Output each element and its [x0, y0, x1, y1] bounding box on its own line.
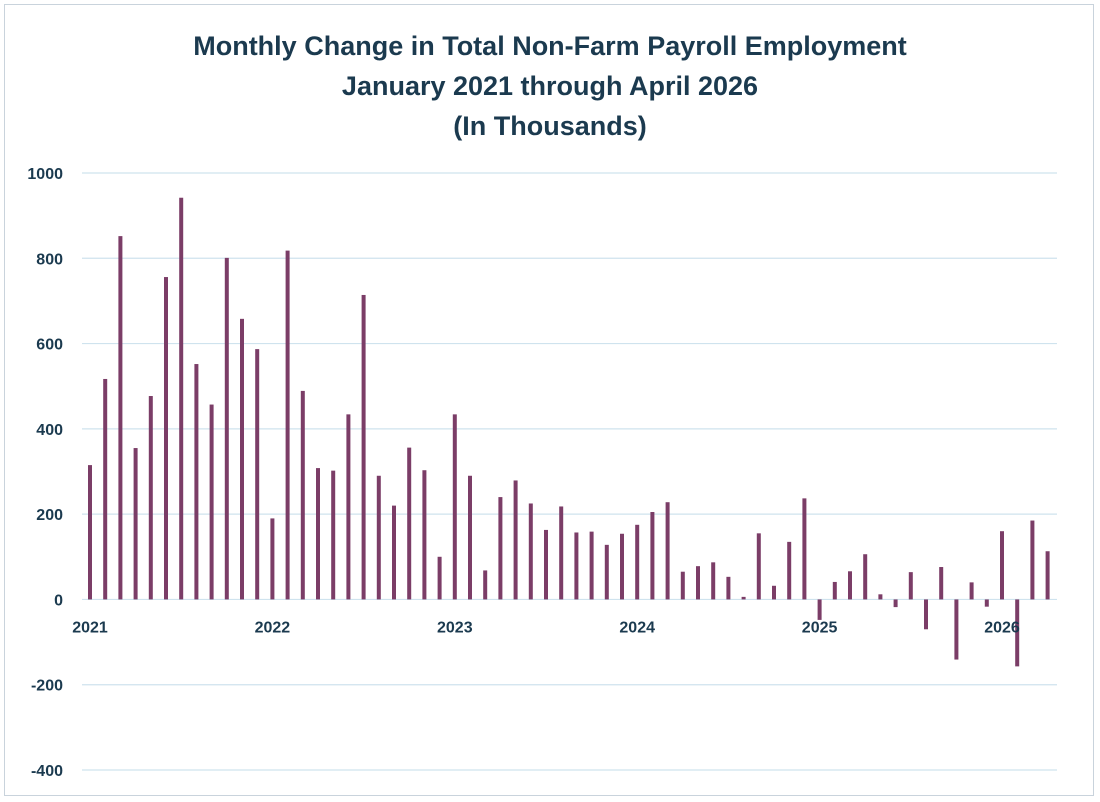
- y-axis-tick-labels: -400 -200 0 200 400 600 800 1000: [27, 166, 63, 780]
- x-tick-label: 2021: [72, 619, 108, 636]
- x-axis-tick-labels: 2021 2022 2023 2024 2025 2026: [72, 619, 1020, 636]
- bar: [209, 404, 214, 600]
- bar: [194, 364, 199, 600]
- x-tick-label: 2025: [802, 619, 838, 636]
- bar: [954, 599, 959, 660]
- y-tick-label: 200: [36, 507, 63, 524]
- bar: [437, 556, 442, 600]
- bar: [924, 599, 928, 630]
- bar: [164, 277, 168, 600]
- bar: [240, 318, 244, 600]
- x-tick-label: 2023: [437, 619, 473, 636]
- bar: [650, 512, 655, 600]
- bar: [148, 396, 153, 600]
- bar: [498, 497, 503, 600]
- bar: [528, 503, 533, 600]
- bar: [574, 532, 579, 600]
- bar: [878, 594, 883, 600]
- bar: [452, 414, 457, 600]
- bar: [787, 541, 792, 600]
- y-tick-label: 600: [36, 337, 63, 354]
- bar: [893, 599, 898, 608]
- bar: [224, 257, 229, 600]
- bar: [726, 576, 731, 600]
- bar: [133, 448, 138, 600]
- bar: [1000, 531, 1004, 600]
- y-tick-label: 1000: [27, 166, 63, 183]
- bar: [544, 529, 548, 600]
- bar: [559, 506, 564, 600]
- bar: [969, 582, 974, 600]
- bar: [255, 349, 260, 600]
- bar: [696, 566, 700, 600]
- bar: [392, 505, 396, 600]
- bar: [88, 465, 92, 600]
- bar: [680, 571, 685, 600]
- y-tick-label: 800: [36, 251, 63, 268]
- bar: [103, 378, 108, 600]
- bar: [118, 236, 123, 600]
- bar: [984, 599, 989, 607]
- bar: [422, 470, 427, 600]
- bar: [863, 554, 868, 600]
- bar: [939, 567, 944, 600]
- bar: [756, 533, 761, 600]
- y-tick-label: -400: [31, 763, 63, 780]
- bar: [772, 585, 776, 600]
- bar: [817, 599, 822, 620]
- x-tick-label: 2024: [619, 619, 655, 636]
- bar: [270, 518, 275, 600]
- chart-frame: [4, 4, 1094, 796]
- bar: [376, 475, 381, 600]
- bar: [1045, 551, 1050, 600]
- bar: [285, 250, 290, 600]
- bar: [316, 468, 320, 600]
- chart-title-line-1: Monthly Change in Total Non-Farm Payroll…: [193, 31, 907, 61]
- bar: [589, 531, 594, 600]
- bar: [513, 480, 518, 600]
- bar: [300, 390, 305, 600]
- bar: [665, 502, 670, 600]
- bar: [179, 197, 184, 600]
- bar: [802, 498, 807, 600]
- x-tick-label: 2022: [255, 619, 291, 636]
- chart-title: Monthly Change in Total Non-Farm Payroll…: [0, 26, 1100, 146]
- bar: [346, 414, 351, 600]
- chart-title-line-3: (In Thousands): [453, 111, 647, 141]
- bar: [483, 570, 488, 600]
- bar: [1015, 599, 1020, 667]
- bar: [468, 475, 472, 600]
- bar: [1030, 520, 1035, 600]
- y-tick-label: -200: [31, 678, 63, 695]
- bar: [908, 572, 913, 600]
- bar: [711, 562, 716, 600]
- chart-title-line-2: January 2021 through April 2026: [341, 71, 759, 101]
- bars: [88, 197, 1050, 667]
- bar: [848, 571, 852, 600]
- bar: [604, 544, 609, 600]
- bar: [832, 581, 837, 600]
- bar: [331, 470, 336, 600]
- x-tick-label: 2026: [984, 619, 1020, 636]
- bar: [635, 524, 640, 600]
- bar: [741, 596, 746, 600]
- y-tick-label: 0: [54, 592, 63, 609]
- bar: [407, 447, 412, 600]
- bar: [620, 533, 624, 600]
- bar: [361, 294, 366, 600]
- y-tick-label: 400: [36, 422, 63, 439]
